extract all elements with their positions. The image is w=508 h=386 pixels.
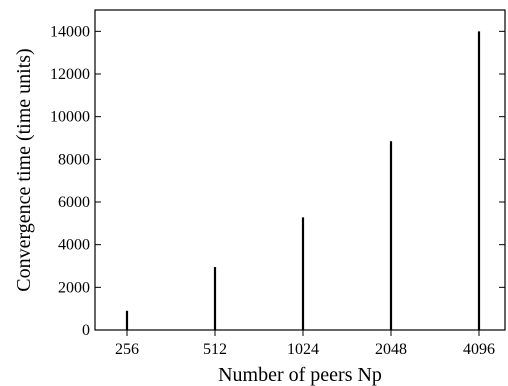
x-axis: 256 512 1024 2048 4096 — [115, 330, 495, 358]
x-tick-label: 1024 — [287, 341, 319, 358]
y-tick-label: 2000 — [58, 279, 90, 296]
y-axis: 0 2000 4000 6000 8000 10000 12000 14000 — [50, 23, 505, 339]
y-tick-label: 0 — [82, 322, 90, 339]
y-tick-label: 4000 — [58, 237, 90, 254]
y-tick-label: 6000 — [58, 194, 90, 211]
y-axis-title: Convergence time (time units) — [13, 48, 35, 291]
x-tick-label: 256 — [115, 341, 139, 358]
y-tick-label: 10000 — [50, 109, 90, 126]
y-tick-label: 12000 — [50, 66, 90, 83]
x-axis-title: Number of peers Np — [218, 364, 382, 386]
x-tick-label: 4096 — [463, 341, 495, 358]
y-tick-label: 14000 — [50, 23, 90, 40]
x-tick-label: 2048 — [375, 341, 407, 358]
x-tick-label: 512 — [203, 341, 227, 358]
plot-frame — [94, 9, 506, 331]
bar-marks — [125, 31, 481, 330]
y-tick-label: 8000 — [58, 151, 90, 168]
